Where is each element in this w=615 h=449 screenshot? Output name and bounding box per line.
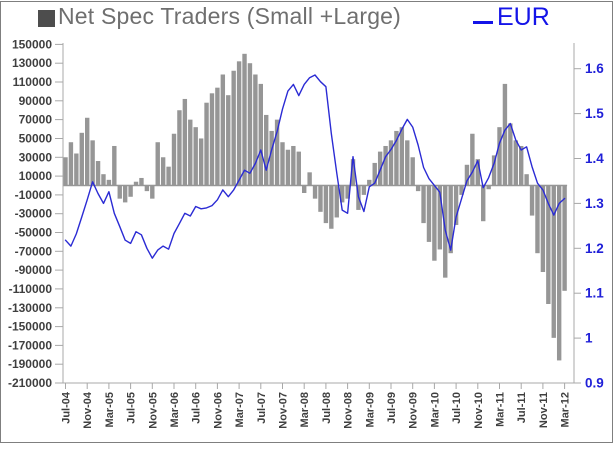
y-axis-left: 150000 130000 110000 90000 70000 50000 30000 10… xyxy=(8,37,63,390)
svg-text:Mar-10: Mar-10 xyxy=(429,392,441,427)
svg-text:1.3: 1.3 xyxy=(585,196,604,211)
svg-text:-30000: -30000 xyxy=(15,207,53,221)
svg-text:Mar-08: Mar-08 xyxy=(299,392,311,427)
svg-text:Mar-05: Mar-05 xyxy=(104,392,116,427)
svg-text:-130000: -130000 xyxy=(8,301,52,315)
svg-text:1.4: 1.4 xyxy=(585,151,604,166)
svg-text:Jul-05: Jul-05 xyxy=(126,392,138,424)
svg-text:Mar-11: Mar-11 xyxy=(495,392,507,427)
svg-text:Mar-07: Mar-07 xyxy=(234,392,246,427)
x-axis: Jul-04 Nov-04 Mar-05 Jul-05 Nov-05 Mar-06 Jul-… xyxy=(61,383,572,429)
svg-text:130000: 130000 xyxy=(12,56,52,70)
svg-text:1.1: 1.1 xyxy=(585,286,604,301)
line-series-swatch-icon xyxy=(473,21,493,24)
svg-text:-70000: -70000 xyxy=(15,244,53,258)
svg-text:110000: 110000 xyxy=(13,75,53,89)
bar-series xyxy=(63,53,568,361)
svg-text:-170000: -170000 xyxy=(8,338,52,352)
svg-text:-10000: -10000 xyxy=(15,188,53,202)
svg-text:10000: 10000 xyxy=(19,169,53,183)
svg-text:0.9: 0.9 xyxy=(585,376,604,391)
svg-text:Jul-04: Jul-04 xyxy=(61,391,73,424)
svg-text:Nov-06: Nov-06 xyxy=(212,392,224,429)
svg-text:-90000: -90000 xyxy=(15,263,53,277)
svg-text:-110000: -110000 xyxy=(9,282,53,296)
svg-text:Nov-08: Nov-08 xyxy=(343,392,355,429)
svg-text:Nov-07: Nov-07 xyxy=(278,392,290,429)
svg-text:1: 1 xyxy=(585,331,593,346)
y-axis-right: 1.6 1.5 1.4 1.3 1.2 1.1 1 0.9 xyxy=(574,61,604,391)
svg-text:Mar-12: Mar-12 xyxy=(560,392,572,427)
svg-text:30000: 30000 xyxy=(19,150,53,164)
chart-title: Net Spec Traders (Small +Large) xyxy=(58,3,402,29)
svg-text:Jul-11: Jul-11 xyxy=(516,392,528,423)
svg-text:Nov-09: Nov-09 xyxy=(408,392,420,429)
svg-text:Mar-06: Mar-06 xyxy=(169,392,181,427)
svg-text:150000: 150000 xyxy=(12,37,52,51)
chart-legend: Net Spec Traders (Small +Large) EUR xyxy=(0,0,615,36)
bar-series-swatch-icon xyxy=(38,10,55,27)
svg-text:70000: 70000 xyxy=(19,113,53,127)
line-series-label: EUR xyxy=(497,3,550,31)
svg-text:Jul-06: Jul-06 xyxy=(191,392,203,424)
svg-text:Jul-10: Jul-10 xyxy=(451,392,463,424)
svg-text:1.5: 1.5 xyxy=(585,106,604,121)
svg-text:Nov-05: Nov-05 xyxy=(147,392,159,429)
svg-text:-210000: -210000 xyxy=(8,376,52,390)
svg-text:90000: 90000 xyxy=(19,94,53,108)
svg-text:Jul-07: Jul-07 xyxy=(256,392,268,424)
svg-text:1.6: 1.6 xyxy=(585,61,604,76)
svg-text:-190000: -190000 xyxy=(8,357,52,371)
svg-text:-150000: -150000 xyxy=(8,320,52,334)
svg-text:Mar-09: Mar-09 xyxy=(364,392,376,427)
svg-text:Nov-11: Nov-11 xyxy=(538,392,550,428)
axes xyxy=(62,43,575,384)
svg-text:1.2: 1.2 xyxy=(585,241,604,256)
svg-text:-50000: -50000 xyxy=(15,226,53,240)
svg-text:Jul-09: Jul-09 xyxy=(386,392,398,424)
svg-text:50000: 50000 xyxy=(19,132,53,146)
svg-text:Nov-10: Nov-10 xyxy=(473,392,485,429)
line-series xyxy=(64,74,566,259)
svg-text:Jul-08: Jul-08 xyxy=(321,392,333,424)
svg-text:Nov-04: Nov-04 xyxy=(82,391,94,429)
